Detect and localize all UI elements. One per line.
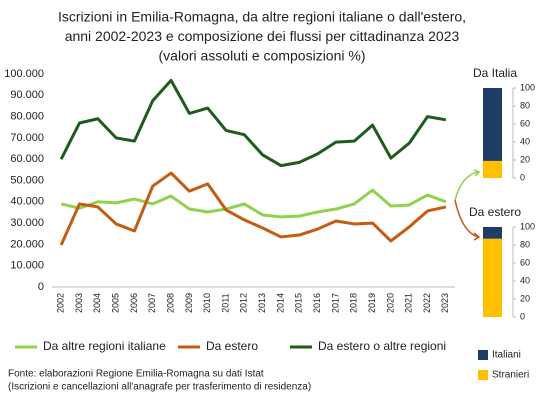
x-tick-label: 2004 [92, 293, 102, 313]
y-tick-label: 90.000 [10, 89, 44, 101]
note: Fonte: elaborazioni Regione Emilia-Romag… [8, 369, 264, 380]
x-tick-label: 2014 [275, 293, 285, 313]
x-tick-label: 2016 [312, 293, 322, 313]
bar-segment [483, 160, 502, 178]
x-tick-label: 2010 [202, 293, 212, 313]
x-tick-label: 2009 [184, 293, 194, 313]
legend-label: Italiani [492, 350, 521, 361]
y-tick-label: 0 [520, 311, 525, 321]
x-tick-label: 2007 [147, 293, 157, 313]
chart-title: anni 2002-2023 e composizione dei flussi… [65, 28, 460, 44]
y-tick-label: 40.000 [10, 196, 44, 208]
x-tick-label: 2019 [367, 293, 377, 313]
legend-label: Da altre regioni italiane [43, 339, 166, 353]
x-tick-label: 2022 [422, 293, 432, 313]
legend-label: Da estero o altre regioni [318, 339, 446, 353]
legend-swatch [478, 370, 488, 380]
chart-title: (valori assoluti e composizioni %) [159, 48, 366, 64]
y-tick-label: 100.000 [4, 68, 44, 80]
y-tick-label: 50.000 [10, 174, 44, 186]
x-tick-label: 2018 [349, 293, 359, 313]
y-tick-label: 40 [520, 136, 530, 146]
panel-title: Da Italia [473, 66, 517, 80]
y-tick-label: 70.000 [10, 132, 44, 144]
legend-swatch [478, 350, 488, 360]
x-tick-label: 2006 [129, 293, 139, 313]
arrow [454, 199, 479, 238]
x-tick-label: 2002 [56, 293, 66, 313]
y-tick-label: 30.000 [10, 217, 44, 229]
bar-segment [483, 227, 502, 239]
legend-label: Da estero [206, 339, 258, 353]
line-series [59, 171, 447, 246]
x-tick-label: 2015 [294, 293, 304, 313]
y-tick-label: 20.000 [10, 238, 44, 250]
y-tick-label: 100 [520, 82, 535, 92]
y-tick-label: 0 [38, 281, 44, 293]
y-tick-label: 80.000 [10, 111, 44, 123]
legend-label: Stranieri [492, 370, 529, 381]
y-tick-label: 80 [520, 239, 530, 249]
chart-title: Iscrizioni in Emilia-Romagna, da altre r… [58, 9, 466, 25]
x-tick-label: 2020 [385, 293, 395, 313]
x-tick-label: 2021 [404, 293, 414, 313]
y-tick-label: 60 [520, 118, 530, 128]
x-tick-label: 2013 [257, 293, 267, 313]
panel-title: Da estero [469, 205, 521, 219]
y-tick-label: 10.000 [10, 260, 44, 272]
arrow-head [473, 232, 481, 241]
y-tick-label: 20 [520, 154, 530, 164]
y-tick-label: 40 [520, 275, 530, 285]
bar-segment [483, 238, 502, 317]
x-tick-label: 2005 [110, 293, 120, 313]
x-tick-label: 2008 [165, 293, 175, 313]
y-tick-label: 0 [520, 172, 525, 182]
y-tick-label: 100 [520, 221, 535, 231]
x-tick-label: 2011 [220, 293, 230, 312]
y-tick-label: 60 [520, 257, 530, 267]
x-tick-label: 2023 [440, 293, 450, 313]
x-tick-label: 2003 [74, 293, 84, 313]
y-tick-label: 20 [520, 293, 530, 303]
arrow-head [473, 169, 481, 177]
x-tick-label: 2012 [239, 293, 249, 313]
note: (Iscrizioni e cancellazioni all'anagrafe… [8, 382, 311, 393]
arrow [454, 171, 479, 201]
line-series [59, 78, 447, 168]
x-tick-label: 2017 [330, 293, 340, 313]
bar-segment [483, 88, 502, 161]
y-tick-label: 60.000 [10, 153, 44, 165]
y-tick-label: 80 [520, 100, 530, 110]
line-series [60, 188, 447, 219]
